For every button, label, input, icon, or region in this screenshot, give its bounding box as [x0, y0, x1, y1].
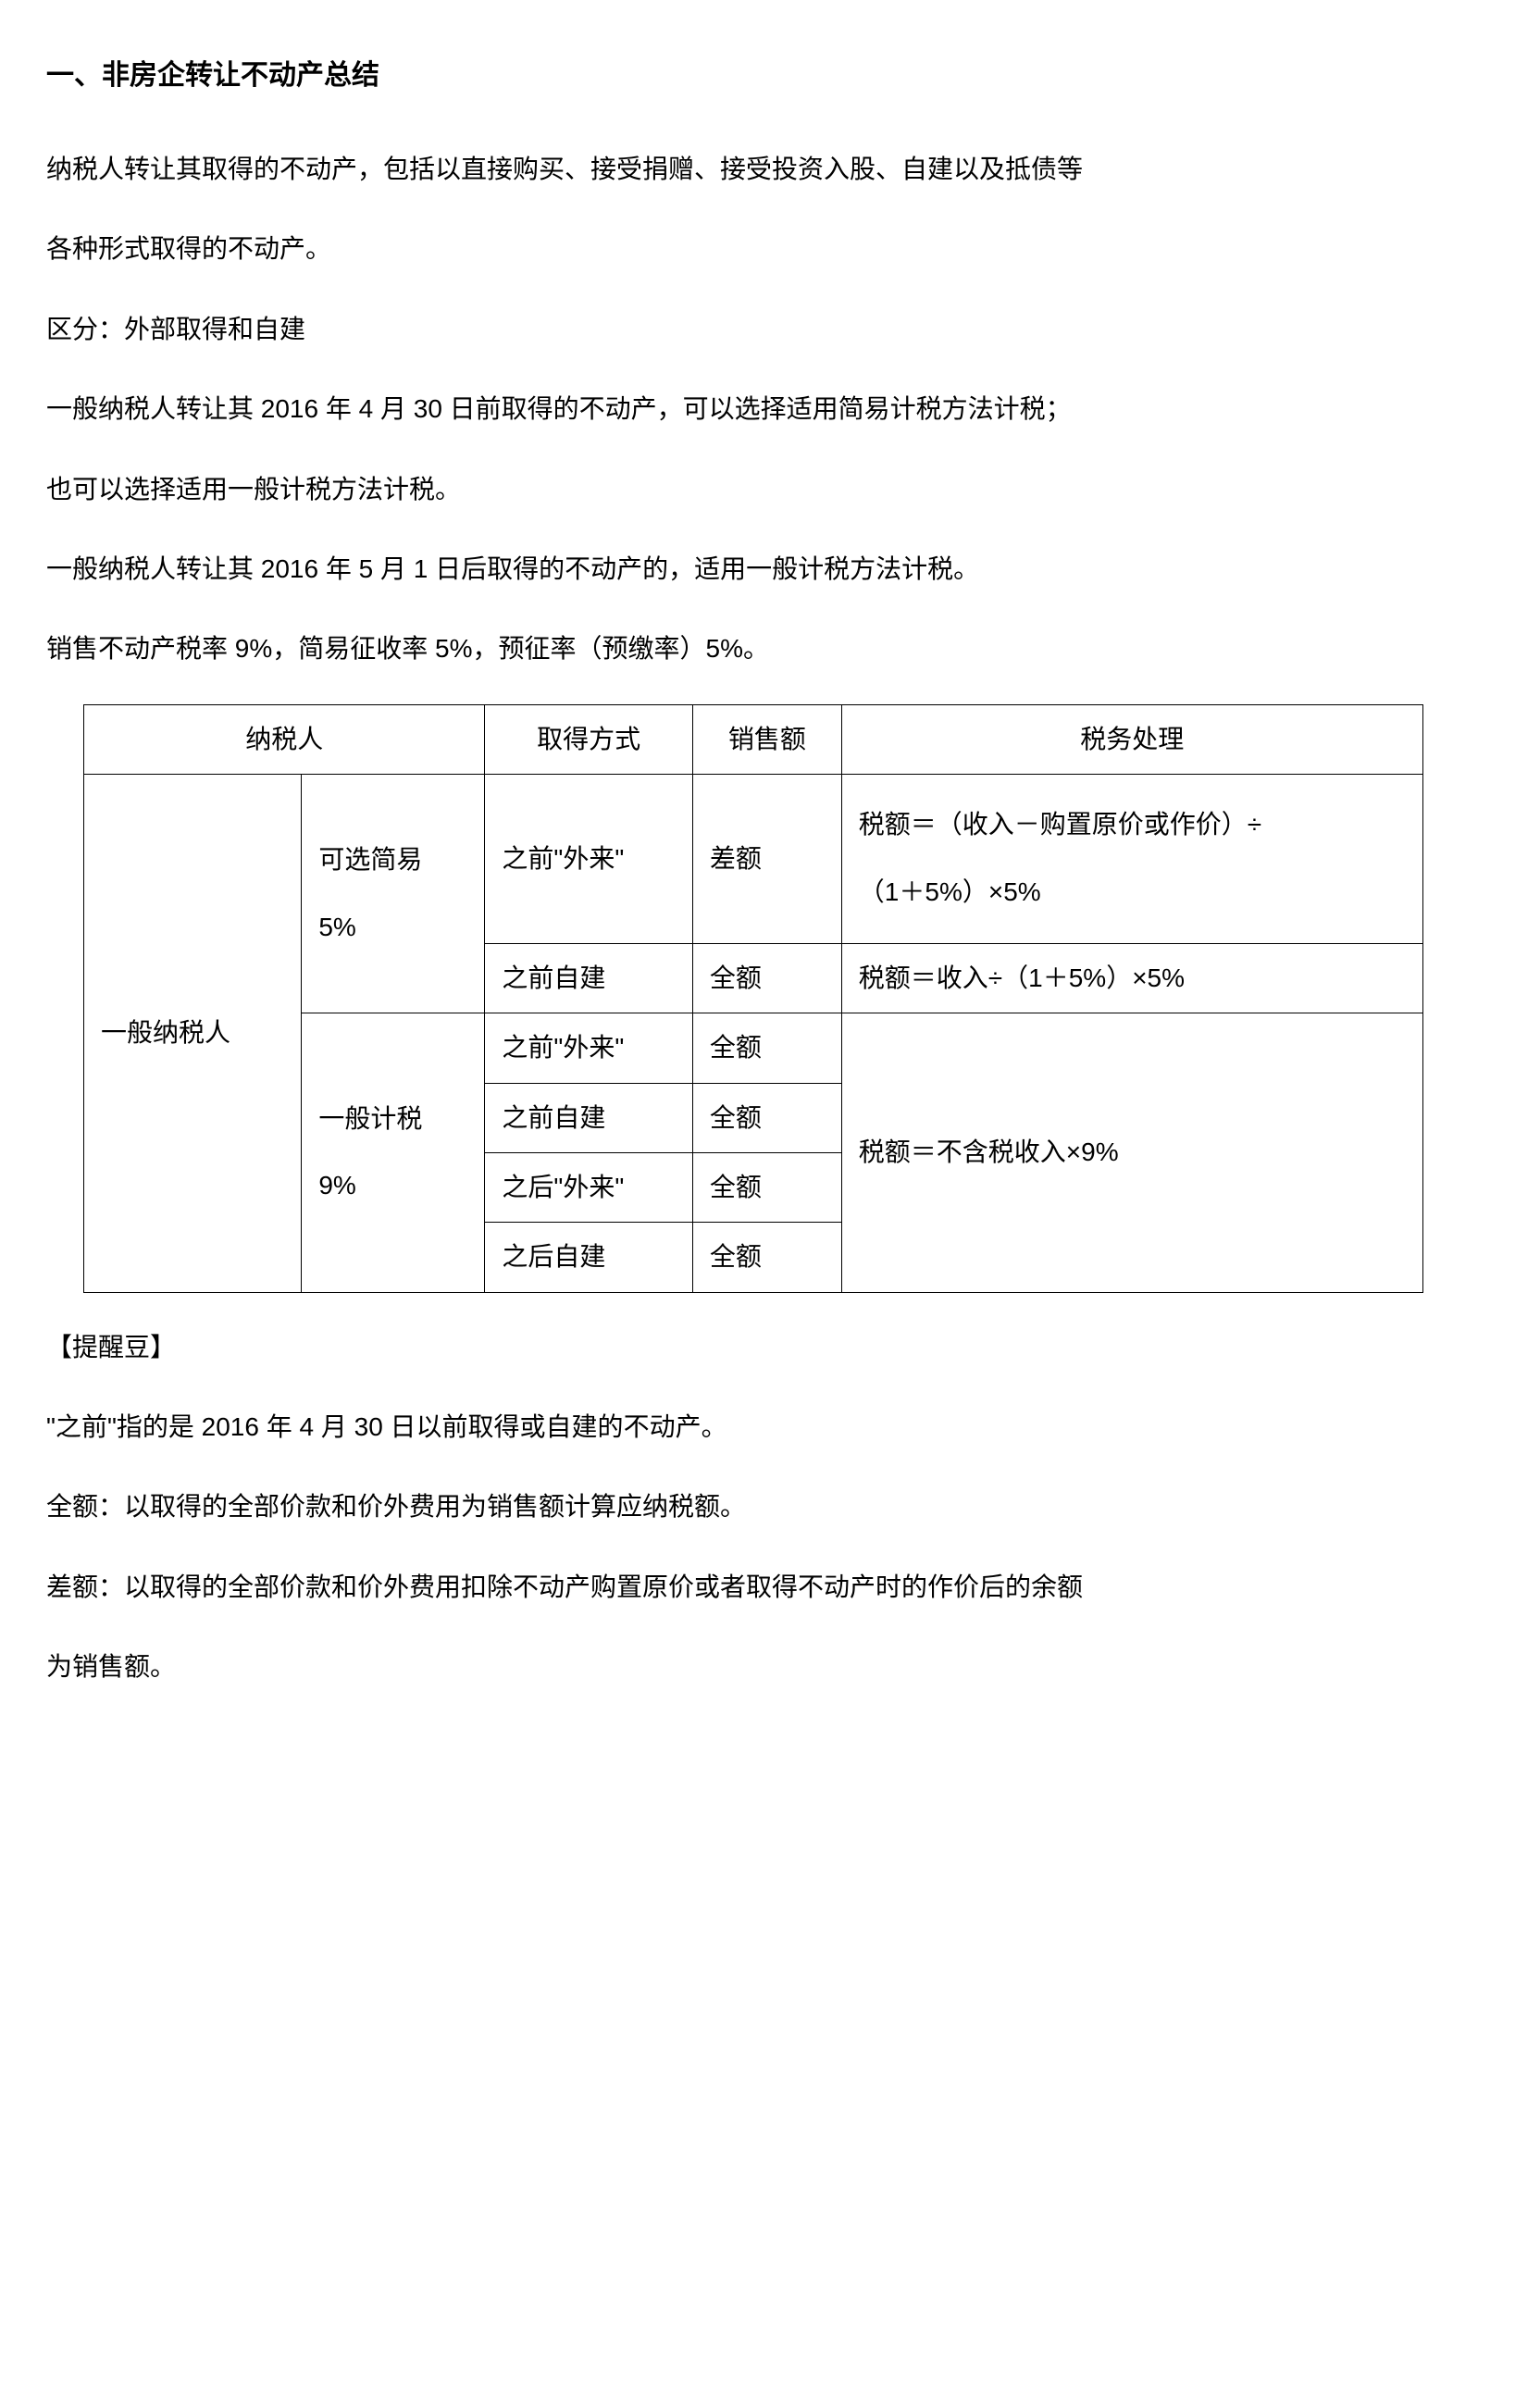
tax-table-wrapper: 纳税人 取得方式 销售额 税务处理 一般纳税人 可选简易 5% 之前"外来" 差…: [83, 704, 1494, 1293]
footer-paragraph: 为销售额。: [46, 1631, 1494, 1703]
paragraph: 纳税人转让其取得的不动产，包括以直接购买、接受捐赠、接受投资入股、自建以及抵债等: [46, 133, 1494, 205]
cell-acquisition: 之前自建: [485, 1083, 693, 1152]
cell-sales: 全额: [692, 1223, 841, 1292]
cell-acquisition: 之后"外来": [485, 1152, 693, 1222]
footer-paragraph: "之前"指的是 2016 年 4 月 30 日以前取得或自建的不动产。: [46, 1391, 1494, 1463]
cell-tax: 税额＝不含税收入×9%: [841, 1013, 1422, 1293]
cell-acquisition: 之前"外来": [485, 775, 693, 944]
paragraph: 各种形式取得的不动产。: [46, 213, 1494, 285]
reminder-label: 【提醒豆】: [46, 1311, 1494, 1384]
footer-paragraph: 差额：以取得的全部价款和价外费用扣除不动产购置原价或者取得不动产时的作价后的余额: [46, 1551, 1494, 1623]
cell-tax: 税额＝收入÷（1＋5%）×5%: [841, 943, 1422, 1013]
cell-method-simplified: 可选简易 5%: [302, 775, 485, 1013]
method-line2: 9%: [318, 1152, 467, 1220]
cell-sales: 差额: [692, 775, 841, 944]
cell-acquisition: 之前自建: [485, 943, 693, 1013]
paragraph: 也可以选择适用一般计税方法计税。: [46, 454, 1494, 526]
paragraph: 区分：外部取得和自建: [46, 293, 1494, 366]
cell-sales: 全额: [692, 1152, 841, 1222]
cell-sales: 全额: [692, 943, 841, 1013]
method-line2: 5%: [318, 894, 467, 962]
tax-line2: （1＋5%）×5%: [859, 859, 1406, 926]
cell-acquisition: 之后自建: [485, 1223, 693, 1292]
cell-taxpayer: 一般纳税人: [84, 775, 302, 1293]
table-header-row: 纳税人 取得方式 销售额 税务处理: [84, 704, 1423, 774]
cell-acquisition: 之前"外来": [485, 1013, 693, 1083]
cell-tax: 税额＝（收入－购置原价或作价）÷ （1＋5%）×5%: [841, 775, 1422, 944]
paragraph: 一般纳税人转让其 2016 年 4 月 30 日前取得的不动产，可以选择适用简易…: [46, 373, 1494, 445]
header-acquisition: 取得方式: [485, 704, 693, 774]
method-line1: 可选简易: [318, 827, 467, 894]
header-tax-treatment: 税务处理: [841, 704, 1422, 774]
table-row: 一般纳税人 可选简易 5% 之前"外来" 差额 税额＝（收入－购置原价或作价）÷…: [84, 775, 1423, 944]
cell-method-general: 一般计税 9%: [302, 1013, 485, 1293]
tax-table: 纳税人 取得方式 销售额 税务处理 一般纳税人 可选简易 5% 之前"外来" 差…: [83, 704, 1423, 1293]
method-line1: 一般计税: [318, 1086, 467, 1153]
section-heading: 一、非房企转让不动产总结: [46, 37, 1494, 115]
header-taxpayer: 纳税人: [84, 704, 485, 774]
paragraph: 一般纳税人转让其 2016 年 5 月 1 日后取得的不动产的，适用一般计税方法…: [46, 533, 1494, 605]
header-sales: 销售额: [692, 704, 841, 774]
paragraph: 销售不动产税率 9%，简易征收率 5%，预征率（预缴率）5%。: [46, 613, 1494, 685]
footer-paragraph: 全额：以取得的全部价款和价外费用为销售额计算应纳税额。: [46, 1471, 1494, 1543]
cell-sales: 全额: [692, 1083, 841, 1152]
cell-sales: 全额: [692, 1013, 841, 1083]
tax-line1: 税额＝（收入－购置原价或作价）÷: [859, 791, 1406, 859]
